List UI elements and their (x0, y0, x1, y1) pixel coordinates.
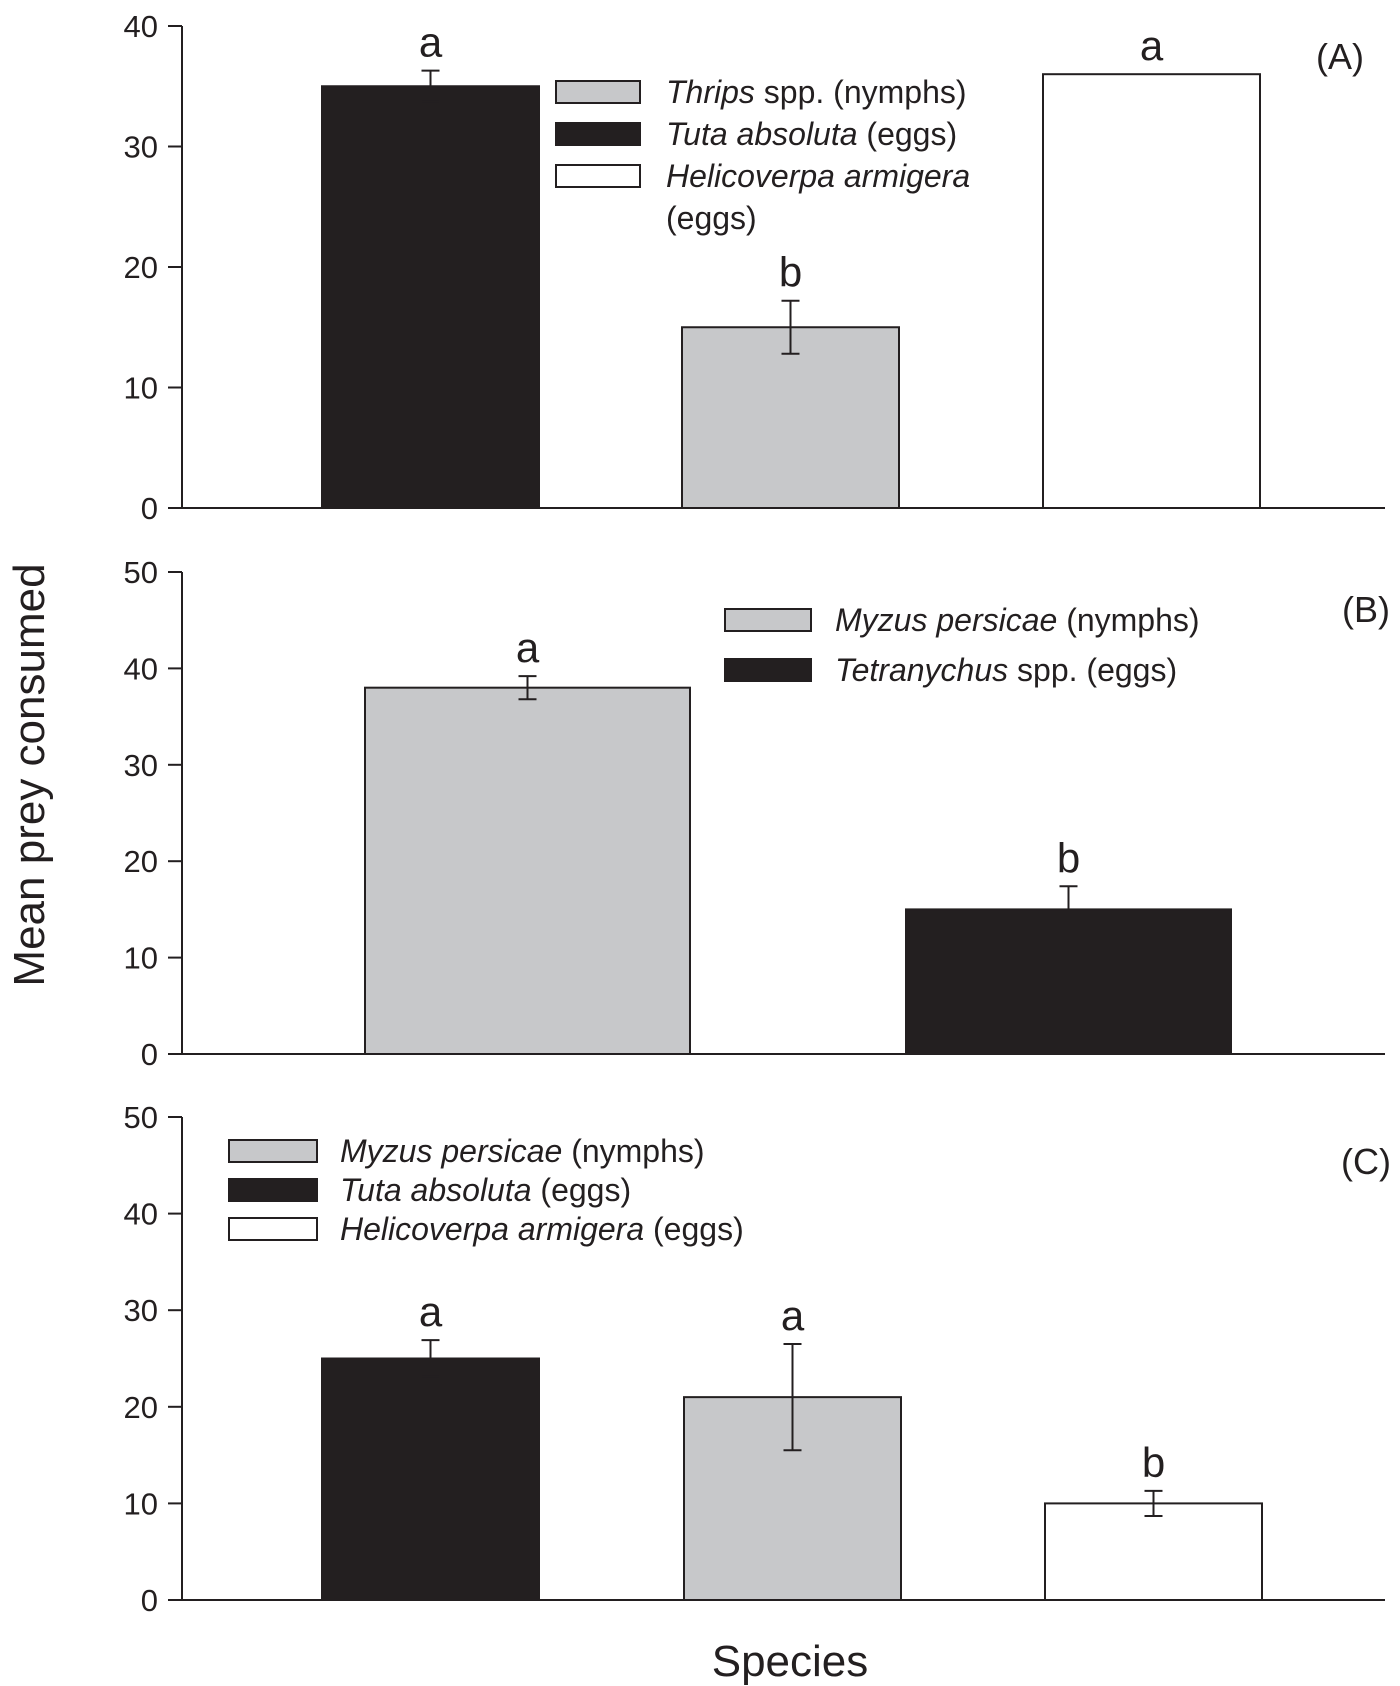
legend-entry-label-part-1: (nymphs) (562, 1133, 704, 1169)
significance-letter: b (1142, 1439, 1165, 1486)
legend-entry-label-part-0: Myzus persicae (340, 1133, 562, 1169)
legend-entry-label-part-1: spp. (eggs) (1008, 652, 1177, 688)
y-tick-label: 40 (124, 651, 158, 686)
bar (364, 686, 691, 1055)
legend-entry-label-part-0: Tetranychus (835, 652, 1008, 688)
y-tick-label: 20 (124, 844, 158, 879)
y-tick-label: 10 (124, 941, 158, 976)
significance-letter: a (516, 624, 540, 671)
legend-swatch (555, 122, 641, 146)
legend-swatch (228, 1217, 318, 1241)
y-tick-label: 30 (124, 130, 158, 165)
legend-entry-label: Helicoverpa armigera (eggs) (340, 1211, 744, 1247)
legend-entry-label: Tuta absoluta (eggs) (666, 116, 957, 152)
significance-letter: a (1140, 22, 1164, 69)
legend-entry-label-part-0: Tuta absoluta (666, 116, 858, 152)
y-tick-label: 40 (124, 1197, 158, 1232)
significance-letter: a (419, 1288, 443, 1335)
significance-letter: b (779, 249, 802, 296)
legend-entry-label: Helicoverpa armigera (666, 158, 970, 194)
y-axis-title: Mean prey consumed (5, 563, 54, 986)
legend-entry-label: Tetranychus spp. (eggs) (835, 652, 1177, 688)
legend-entry-label: Thrips spp. (nymphs) (666, 74, 967, 110)
bar (1042, 73, 1261, 509)
legend-entry-label-part-0: Helicoverpa armigera (666, 158, 970, 194)
legend-entry-label-cont-part-0: (eggs) (666, 200, 757, 236)
legend-entry-label: Myzus persicae (nymphs) (340, 1133, 705, 1169)
y-tick-label: 0 (141, 491, 158, 526)
significance-letter: b (1057, 834, 1080, 881)
legend-swatch (724, 608, 812, 632)
legend: Myzus persicae (nymphs) Tetranychus spp. … (724, 602, 1200, 688)
legend: Thrips spp. (nymphs) Tuta absoluta (eggs)… (555, 74, 970, 236)
legend-entry-label: Tuta absoluta (eggs) (340, 1172, 631, 1208)
y-tick-label: 10 (124, 1486, 158, 1521)
y-tick-label: 40 (124, 9, 158, 44)
y-tick-label: 50 (124, 1100, 158, 1135)
bar (1044, 1502, 1263, 1602)
y-tick-label: 30 (124, 1293, 158, 1328)
legend-entry-label-cont: (eggs) (666, 200, 757, 236)
panel-b: 0 10 20 30 40 50 a b Myzus persicae (nymphs) Tetr… (124, 555, 1390, 1072)
legend-entry-label-part-1: spp. (nymphs) (755, 74, 967, 110)
bar (321, 85, 540, 509)
panel-label: (A) (1316, 36, 1364, 77)
y-tick-label: 20 (124, 250, 158, 285)
legend-entry-label-part-1: (eggs) (858, 116, 958, 152)
legend-entry-label-part-0: Helicoverpa armigera (340, 1211, 644, 1247)
legend-entry-label-part-1: (eggs) (644, 1211, 744, 1247)
y-tick-label: 50 (124, 555, 158, 590)
legend-swatch (555, 80, 641, 104)
legend-swatch (228, 1178, 318, 1202)
panel-a: 0 10 20 30 40 a b a Thrips spp. (nymphs) Tuta abs… (124, 9, 1385, 526)
legend-entry-label-part-1: (nymphs) (1057, 602, 1199, 638)
legend-entry-label-part-1: (eggs) (532, 1172, 632, 1208)
legend-entry-label-part-0: Myzus persicae (835, 602, 1057, 638)
y-tick-label: 0 (141, 1037, 158, 1072)
y-tick-label: 10 (124, 371, 158, 406)
y-tick-label: 0 (141, 1583, 158, 1618)
legend-entry-label-part-0: Thrips (666, 74, 755, 110)
bar (321, 1357, 540, 1601)
legend-swatch (228, 1139, 318, 1163)
panel-label: (C) (1341, 1141, 1391, 1182)
panel-label: (B) (1342, 589, 1390, 630)
significance-letter: a (781, 1292, 805, 1339)
legend: Myzus persicae (nymphs)Tuta absoluta (eg… (228, 1133, 744, 1247)
significance-letter: a (419, 19, 443, 66)
x-axis-title: Species (712, 1637, 869, 1686)
y-tick-label: 20 (124, 1390, 158, 1425)
legend-swatch (724, 658, 812, 682)
legend-swatch (555, 164, 641, 188)
y-tick-label: 30 (124, 748, 158, 783)
legend-entry-label: Myzus persicae (nymphs) (835, 602, 1200, 638)
legend-entry-label-part-0: Tuta absoluta (340, 1172, 532, 1208)
